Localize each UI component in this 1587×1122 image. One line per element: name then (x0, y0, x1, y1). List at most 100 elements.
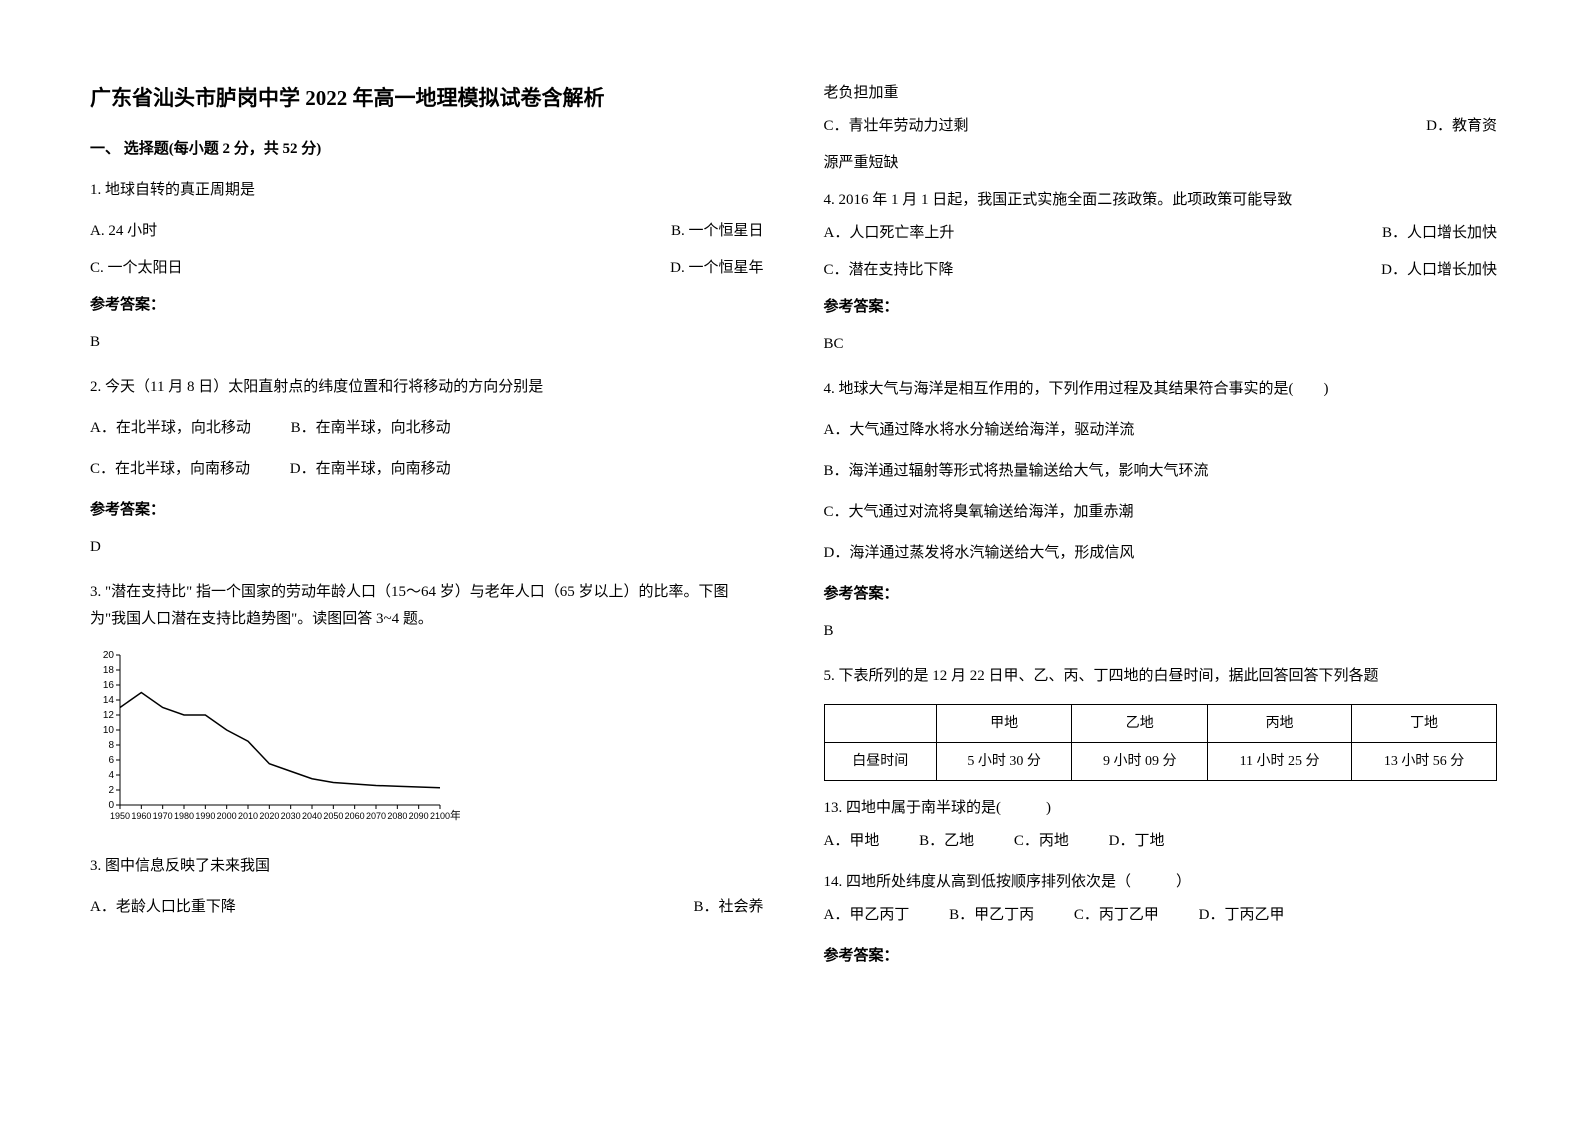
q5-sub14-text: 14. 四地所处纬度从高到低按顺序排列依次是（ ） (824, 869, 1498, 896)
q3-sub3-opt-b-cont: 老负担加重 (824, 80, 1498, 107)
q3-sub4-row1: A．人口死亡率上升 B．人口增长加快 (824, 220, 1498, 247)
q2-opt-a: A．在北半球，向北移动 (90, 415, 251, 442)
q2-options-row2: C．在北半球，向南移动 D．在南半球，向南移动 (90, 456, 764, 483)
table-header-blank (824, 705, 936, 743)
q5-sub14-opt-b: B．甲乙丁丙 (949, 902, 1034, 929)
svg-text:2040: 2040 (302, 811, 322, 821)
q3-sub3-text: 3. 图中信息反映了未来我国 (90, 853, 764, 880)
svg-text:10: 10 (103, 725, 115, 736)
q2-opt-c: C．在北半球，向南移动 (90, 456, 250, 483)
svg-text:1970: 1970 (153, 811, 173, 821)
document-title: 广东省汕头市胪岗中学 2022 年高一地理模拟试卷含解析 (90, 80, 764, 118)
svg-text:6: 6 (108, 755, 114, 766)
svg-text:2060: 2060 (345, 811, 365, 821)
q4-opt-c: C．大气通过对流将臭氧输送给海洋，加重赤潮 (824, 499, 1498, 526)
q5-sub13-opt-a: A．甲地 (824, 828, 880, 855)
svg-text:2100: 2100 (430, 811, 450, 821)
q5-sub14-options: A．甲乙丙丁 B．甲乙丁丙 C．丙丁乙甲 D．丁丙乙甲 (824, 902, 1498, 929)
svg-text:8: 8 (108, 740, 114, 751)
q3-sub4-opt-d: D．人口增长加快 (1381, 257, 1497, 284)
q3-sub4-opt-b: B．人口增长加快 (1382, 220, 1497, 247)
q5-sub13-text: 13. 四地中属于南半球的是( ) (824, 795, 1498, 822)
svg-text:12: 12 (103, 710, 115, 721)
q3-sub3-row2: C．青壮年劳动力过剩 D．教育资 (824, 113, 1498, 140)
q1-options-row1: A. 24 小时 B. 一个恒星日 (90, 218, 764, 245)
q1-answer: B (90, 329, 764, 356)
svg-text:1990: 1990 (195, 811, 215, 821)
svg-text:1980: 1980 (174, 811, 194, 821)
daylight-table: 甲地 乙地 丙地 丁地 白昼时间 5 小时 30 分 9 小时 09 分 11 … (824, 704, 1498, 781)
support-ratio-chart: 0246810121416182019501960197019801990200… (90, 647, 764, 837)
q3-sub4-opt-a: A．人口死亡率上升 (824, 225, 955, 241)
q5-sub13-opt-c: C．丙地 (1014, 828, 1069, 855)
q4-opt-b: B．海洋通过辐射等形式将热量输送给大气，影响大气环流 (824, 458, 1498, 485)
svg-text:年: 年 (450, 808, 460, 822)
q4-text: 4. 地球大气与海洋是相互作用的，下列作用过程及其结果符合事实的是( ) (824, 376, 1498, 403)
svg-text:20: 20 (103, 650, 115, 661)
svg-text:16: 16 (103, 680, 115, 691)
svg-text:1950: 1950 (110, 811, 130, 821)
svg-text:2080: 2080 (387, 811, 407, 821)
q2-text: 2. 今天（11 月 8 日）太阳直射点的纬度位置和行将移动的方向分别是 (90, 374, 764, 401)
q3-answer: BC (824, 331, 1498, 358)
q5-sub13-opt-b: B．乙地 (919, 828, 974, 855)
q3-sub3-opt-d-partial: D．教育资 (1426, 113, 1497, 140)
q5-text: 5. 下表所列的是 12 月 22 日甲、乙、丙、丁四地的白昼时间，据此回答回答… (824, 663, 1498, 690)
section-header: 一、 选择题(每小题 2 分，共 52 分) (90, 136, 764, 163)
table-cell-ding: 13 小时 56 分 (1352, 743, 1497, 781)
svg-text:2010: 2010 (238, 811, 258, 821)
table-header-row: 甲地 乙地 丙地 丁地 (824, 705, 1497, 743)
svg-text:1960: 1960 (131, 811, 151, 821)
answer-label: 参考答案： (90, 292, 764, 319)
table-row-label: 白昼时间 (824, 743, 936, 781)
q3-sub4-opt-c: C．潜在支持比下降 (824, 262, 954, 278)
q5-sub13-options: A．甲地 B．乙地 C．丙地 D．丁地 (824, 828, 1498, 855)
answer-label: 参考答案： (824, 294, 1498, 321)
svg-text:2050: 2050 (323, 811, 343, 821)
q5-sub14-opt-a: A．甲乙丙丁 (824, 902, 910, 929)
svg-text:2000: 2000 (217, 811, 237, 821)
q2-options-row1: A．在北半球，向北移动 B．在南半球，向北移动 (90, 415, 764, 442)
svg-text:4: 4 (108, 770, 114, 781)
q2-opt-b: B．在南半球，向北移动 (291, 415, 451, 442)
answer-label: 参考答案： (90, 497, 764, 524)
q1-opt-d: D. 一个恒星年 (670, 255, 763, 282)
svg-text:2030: 2030 (281, 811, 301, 821)
q3-sub3-opt-a: A．老龄人口比重下降 (90, 899, 236, 915)
q3-sub3-opt-c: C．青壮年劳动力过剩 (824, 118, 969, 134)
q4-opt-d: D．海洋通过蒸发将水汽输送给大气，形成信风 (824, 540, 1498, 567)
svg-text:2070: 2070 (366, 811, 386, 821)
table-header-jia: 甲地 (936, 705, 1072, 743)
q5-sub14-opt-d: D．丁丙乙甲 (1199, 902, 1285, 929)
table-cell-jia: 5 小时 30 分 (936, 743, 1072, 781)
svg-text:2020: 2020 (259, 811, 279, 821)
table-header-yi: 乙地 (1072, 705, 1208, 743)
q1-options-row2: C. 一个太阳日 D. 一个恒星年 (90, 255, 764, 282)
answer-label: 参考答案： (824, 943, 1498, 970)
q3-sub3-opt-b-partial: B．社会养 (693, 894, 763, 921)
q3-intro: 3. "潜在支持比" 指一个国家的劳动年龄人口（15～64 岁）与老年人口（65… (90, 579, 764, 633)
table-header-ding: 丁地 (1352, 705, 1497, 743)
q1-opt-c: C. 一个太阳日 (90, 255, 183, 282)
line-chart-svg: 0246810121416182019501960197019801990200… (90, 647, 460, 827)
q3-sub3-row1: A．老龄人口比重下降 B．社会养 (90, 894, 764, 921)
q3-sub3-opt-d-cont: 源严重短缺 (824, 150, 1498, 177)
table-header-bing: 丙地 (1208, 705, 1352, 743)
table-cell-bing: 11 小时 25 分 (1208, 743, 1352, 781)
q2-answer: D (90, 534, 764, 561)
q5-sub13-opt-d: D．丁地 (1109, 828, 1165, 855)
q1-opt-a: A. 24 小时 (90, 218, 157, 245)
svg-text:2: 2 (108, 785, 114, 796)
q3-sub4-row2: C．潜在支持比下降 D．人口增长加快 (824, 257, 1498, 284)
table-cell-yi: 9 小时 09 分 (1072, 743, 1208, 781)
left-column: 广东省汕头市胪岗中学 2022 年高一地理模拟试卷含解析 一、 选择题(每小题 … (90, 80, 764, 1042)
q3-sub4-text: 4. 2016 年 1 月 1 日起，我国正式实施全面二孩政策。此项政策可能导致 (824, 187, 1498, 214)
q1-opt-b: B. 一个恒星日 (671, 218, 764, 245)
table-data-row: 白昼时间 5 小时 30 分 9 小时 09 分 11 小时 25 分 13 小… (824, 743, 1497, 781)
svg-text:2090: 2090 (409, 811, 429, 821)
right-column: 老负担加重 C．青壮年劳动力过剩 D．教育资 源严重短缺 4. 2016 年 1… (824, 80, 1498, 1042)
svg-text:18: 18 (103, 665, 115, 676)
q4-answer: B (824, 618, 1498, 645)
q2-opt-d: D．在南半球，向南移动 (290, 456, 451, 483)
answer-label: 参考答案： (824, 581, 1498, 608)
